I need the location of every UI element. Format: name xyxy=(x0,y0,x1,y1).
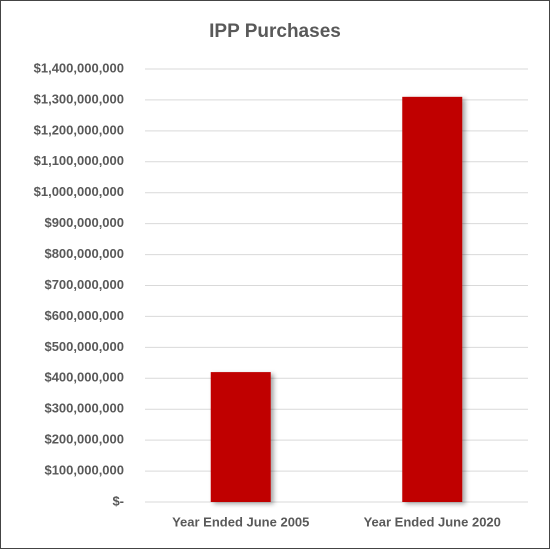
y-tick-label: $700,000,000 xyxy=(44,277,124,292)
y-tick-label: $1,400,000,000 xyxy=(34,60,124,75)
y-tick-label: $500,000,000 xyxy=(44,339,124,354)
chart-title: IPP Purchases xyxy=(209,21,341,42)
y-tick-label: $400,000,000 xyxy=(44,370,124,385)
y-tick-label: $300,000,000 xyxy=(44,401,124,416)
bar xyxy=(402,96,463,502)
bar xyxy=(210,372,271,502)
y-tick-label: $1,300,000,000 xyxy=(34,91,124,106)
y-tick-label: $1,000,000,000 xyxy=(34,184,124,199)
y-tick-label: $100,000,000 xyxy=(44,463,124,478)
y-tick-label: $1,200,000,000 xyxy=(34,122,124,137)
x-tick-label: Year Ended June 2020 xyxy=(364,514,501,529)
x-tick-label: Year Ended June 2005 xyxy=(172,514,309,529)
y-tick-label: $1,100,000,000 xyxy=(34,153,124,168)
y-tick-label: $900,000,000 xyxy=(44,215,124,230)
y-tick-label: $200,000,000 xyxy=(44,432,124,447)
y-tick-label: $600,000,000 xyxy=(44,308,124,323)
y-tick-label: $800,000,000 xyxy=(44,246,124,261)
y-tick-label: $- xyxy=(112,493,124,508)
